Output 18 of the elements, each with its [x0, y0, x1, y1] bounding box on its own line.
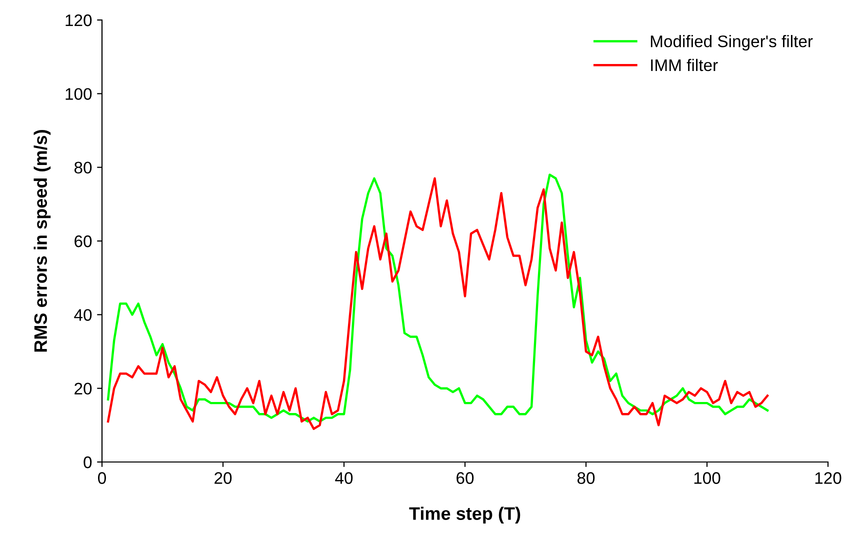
legend-label: IMM filter — [651, 58, 718, 72]
x-tick-label: 0 — [98, 472, 106, 484]
y-tick-label: 120 — [66, 14, 92, 26]
y-tick-label: 40 — [74, 309, 92, 321]
y-tick-label: 100 — [66, 88, 92, 100]
x-tick-label: 40 — [335, 472, 353, 484]
x-axis-title: Time step (T) — [409, 506, 520, 524]
y-tick-label: 0 — [84, 456, 92, 468]
y-tick-label: 60 — [74, 235, 92, 248]
x-tick-label: 80 — [577, 472, 595, 484]
x-tick-label: 120 — [815, 472, 842, 484]
y-axis-title: RMS errors in speed (m/s) — [34, 130, 51, 352]
x-tick-label: 100 — [694, 472, 720, 484]
x-tick-label: 20 — [214, 472, 232, 484]
x-tick-label: 60 — [456, 472, 474, 484]
y-tick-label: 20 — [74, 382, 92, 395]
legend-label: Modified Singer's filter — [650, 35, 813, 51]
y-tick-label: 80 — [74, 162, 92, 174]
